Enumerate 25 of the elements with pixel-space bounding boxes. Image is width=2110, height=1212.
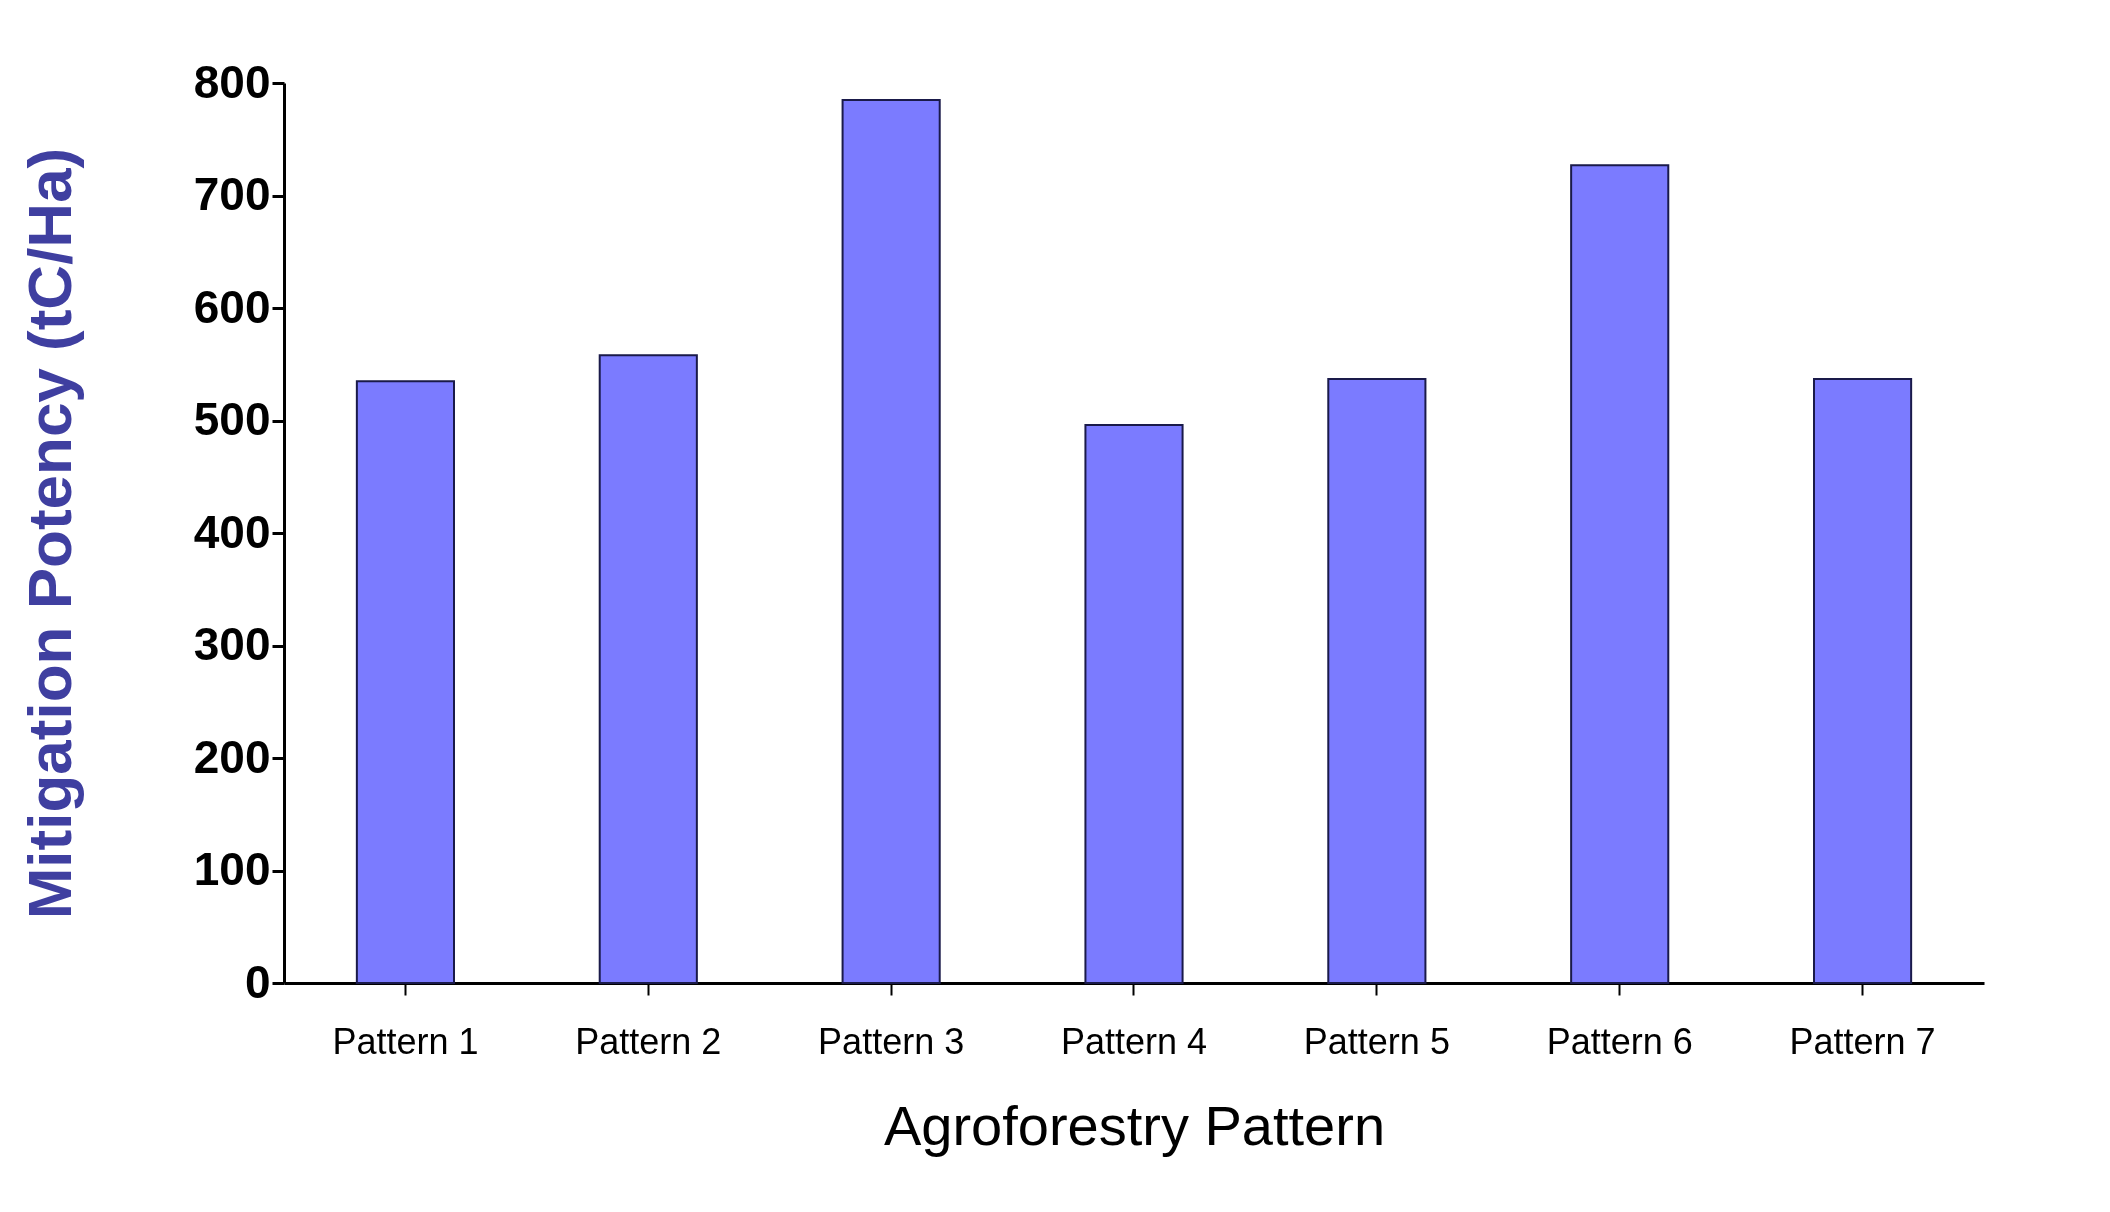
x-tick-label: Pattern 2 — [575, 1020, 722, 1062]
x-tick-label: Pattern 7 — [1789, 1020, 1936, 1062]
y-tick-label: 100 — [193, 843, 271, 895]
bar — [1813, 377, 1913, 984]
x-axis-title: Agroforestry Pattern — [883, 1093, 1386, 1157]
bar — [598, 354, 698, 984]
y-tick-label: 600 — [193, 280, 271, 333]
x-tick-label: Pattern 1 — [332, 1020, 479, 1062]
bar — [1327, 377, 1427, 984]
y-tick-label: 300 — [193, 618, 271, 670]
y-axis-title: Mitigation Potency (tC/Ha) — [14, 147, 84, 920]
x-tick-label: Pattern 3 — [818, 1020, 965, 1062]
y-tick-label: 200 — [193, 730, 271, 783]
bar — [1084, 424, 1184, 984]
x-tick-label: Pattern 5 — [1303, 1020, 1450, 1062]
y-tick-label: 700 — [193, 168, 271, 220]
y-tick-label: 400 — [193, 505, 271, 558]
x-tick-label: Pattern 6 — [1546, 1020, 1693, 1062]
x-tick-label: Pattern 4 — [1060, 1020, 1208, 1062]
y-tick-label: 0 — [244, 955, 271, 1008]
y-tick-label: 800 — [193, 55, 271, 108]
y-tick-label: 500 — [193, 393, 271, 445]
bar — [1570, 164, 1670, 984]
bar — [355, 380, 455, 984]
bar — [841, 98, 941, 984]
